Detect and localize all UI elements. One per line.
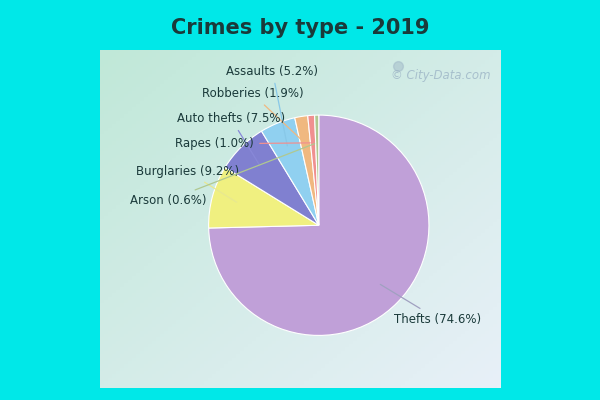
Text: © City-Data.com: © City-Data.com [391, 69, 490, 82]
Text: Arson (0.6%): Arson (0.6%) [130, 144, 314, 207]
Wedge shape [209, 168, 319, 228]
Text: Rapes (1.0%): Rapes (1.0%) [175, 137, 310, 150]
Text: Crimes by type - 2019: Crimes by type - 2019 [171, 18, 429, 38]
Text: Robberies (1.9%): Robberies (1.9%) [202, 87, 304, 142]
Wedge shape [308, 115, 319, 225]
Text: Burglaries (9.2%): Burglaries (9.2%) [136, 165, 239, 202]
Wedge shape [209, 115, 429, 336]
Text: Thefts (74.6%): Thefts (74.6%) [380, 284, 481, 326]
Wedge shape [295, 116, 319, 225]
Text: Assaults (5.2%): Assaults (5.2%) [226, 65, 319, 146]
Wedge shape [262, 118, 319, 225]
Wedge shape [314, 115, 319, 225]
Wedge shape [225, 131, 319, 225]
Text: Auto thefts (7.5%): Auto thefts (7.5%) [177, 112, 285, 164]
